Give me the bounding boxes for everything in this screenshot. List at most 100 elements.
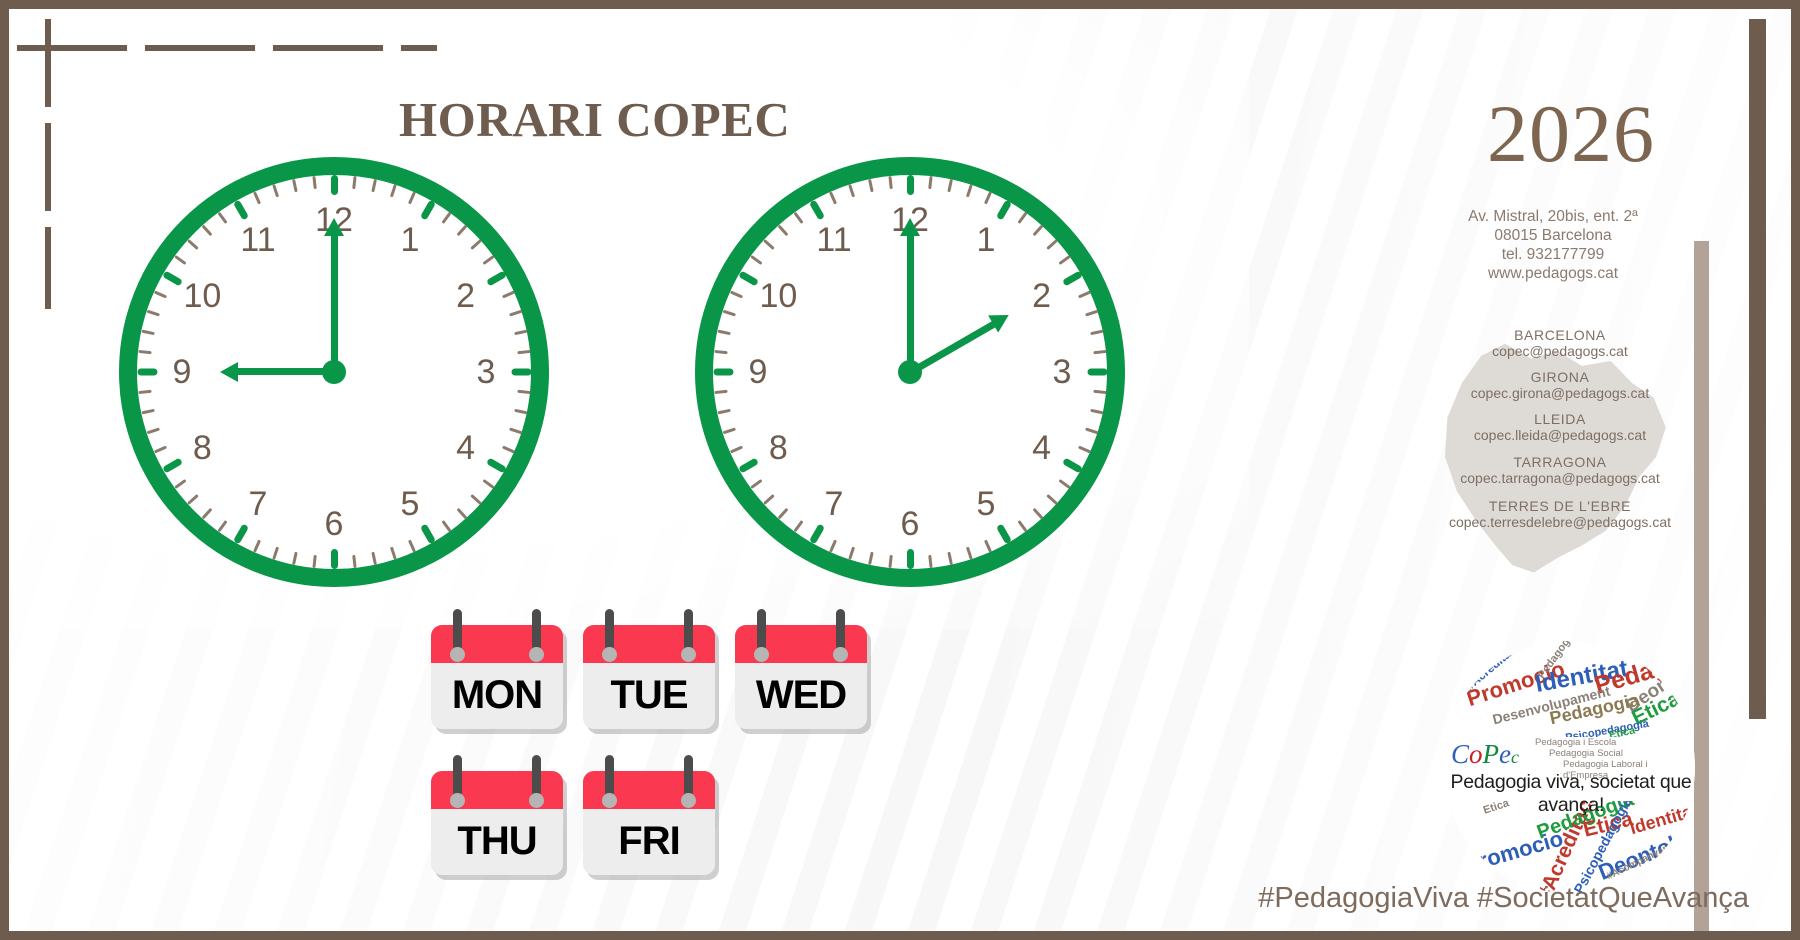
calendar-card-thu[interactable]: THU xyxy=(431,755,563,875)
calendar-day-label: THU xyxy=(457,819,537,863)
clock-tick-minor xyxy=(792,519,804,533)
clock-numeral: 8 xyxy=(192,429,212,467)
calendar-card-fri[interactable]: FRI xyxy=(583,755,715,875)
calendar-card-mon[interactable]: MON xyxy=(431,609,563,729)
clock-tick-minor xyxy=(713,349,728,355)
calendar-ring-left xyxy=(605,755,614,797)
calendar-card-body: FRI xyxy=(583,771,715,875)
clock-tick-minor xyxy=(481,478,495,490)
clock-center-dot xyxy=(322,360,346,384)
clock-tick-minor xyxy=(146,309,160,317)
clock-numeral: 5 xyxy=(976,484,996,523)
office-email[interactable]: copec.terresdelebre@pedagogs.cat xyxy=(1448,514,1672,530)
calendar-ring-hole-left xyxy=(602,647,617,662)
clock-tick-minor xyxy=(271,546,279,560)
clock-tick-minor xyxy=(1057,254,1071,266)
copec-tagline: Pedagogia viva, societat que avança! xyxy=(1450,771,1692,816)
clock-tick-minor xyxy=(351,175,357,190)
clock-tick-minor xyxy=(887,175,893,190)
clock-tick-minor xyxy=(440,211,452,225)
clock-tick-minor xyxy=(389,184,397,198)
clock-tick-minor xyxy=(729,290,743,299)
clock-tick-minor xyxy=(146,427,160,435)
clock-tick-minor xyxy=(946,551,953,566)
office-email[interactable]: copec@pedagogs.cat xyxy=(1492,343,1628,359)
clock-tick-minor xyxy=(867,178,874,193)
office-email[interactable]: copec.girona@pedagogs.cat xyxy=(1470,385,1650,401)
clock-tick-minor xyxy=(513,408,528,415)
office-email[interactable]: copec.lleida@pedagogs.cat xyxy=(1473,427,1647,443)
clock-tick-minor xyxy=(847,546,855,560)
logo-letter-c2: c xyxy=(1511,747,1519,767)
logo-letter-p: P xyxy=(1482,739,1500,769)
clock-tick-minor xyxy=(927,554,933,569)
calendar-ring-hole-left xyxy=(450,647,465,662)
clock-tick-minor xyxy=(407,191,416,205)
clock-tick-minor xyxy=(1032,507,1043,520)
clock-tick-minor xyxy=(792,211,804,225)
clock-tick-minor xyxy=(140,329,155,336)
clock-numeral: 3 xyxy=(1052,353,1072,391)
clock-tick-minor xyxy=(867,551,874,566)
clock-tick-minor xyxy=(516,389,531,395)
clock-tick-minor xyxy=(1092,349,1107,355)
clock-numeral: 6 xyxy=(324,505,344,543)
office-entry: GIRONA copec.girona@pedagogs.cat xyxy=(1415,369,1705,401)
clock-tick-minor xyxy=(456,224,467,237)
clock-tick-minor xyxy=(311,554,317,569)
clock-tick-minor xyxy=(1077,445,1091,454)
clock-tick-minor xyxy=(965,184,973,198)
clock-tick-minor xyxy=(201,507,212,520)
clock-tick-minor xyxy=(749,254,763,266)
clock-tick-minor xyxy=(216,519,228,533)
calendar-ring-hole-left xyxy=(754,647,769,662)
calendar-card-tue[interactable]: TUE xyxy=(583,609,715,729)
clock-tick-minor xyxy=(1016,519,1028,533)
address-line: tel. 932177799 xyxy=(1501,246,1605,263)
office-email[interactable]: copec.tarragona@pedagogs.cat xyxy=(1460,470,1660,486)
clock-numeral: 3 xyxy=(476,353,496,391)
clock-tick-minor xyxy=(716,408,731,415)
clock-center-dot xyxy=(898,360,922,384)
calendar-ring-right xyxy=(532,755,541,797)
clock-tick-minor xyxy=(828,539,837,553)
calendar-ring-hole-right xyxy=(833,647,848,662)
copec-logo-mark: CoPec xyxy=(1451,739,1519,770)
clock-face: 12 1 2 3 4 5 6 7 8 9 10 11 xyxy=(137,175,531,569)
clock-tick-minor xyxy=(351,554,357,569)
calendar-card-wed[interactable]: WED xyxy=(735,609,867,729)
calendar-card-body: MON xyxy=(431,625,563,729)
clock-tick-minor xyxy=(469,494,482,505)
decorative-dashed-horizontal-rule xyxy=(17,45,437,51)
clock-tick-minor xyxy=(513,329,528,336)
clock-tick-minor xyxy=(762,239,775,250)
clock-tick-minor xyxy=(847,184,855,198)
calendar-ring-hole-right xyxy=(529,793,544,808)
calendar-ring-left xyxy=(453,609,462,651)
clock-numeral: 5 xyxy=(400,484,420,523)
office-city: GIRONA xyxy=(1530,369,1590,385)
calendar-ring-hole-right xyxy=(681,647,696,662)
clock-tick-minor xyxy=(389,546,397,560)
page-title: HORARI COPEC xyxy=(399,92,791,147)
clock-tick-minor xyxy=(1032,224,1043,237)
clock-tick-minor xyxy=(777,224,788,237)
office-entry: TARRAGONA copec.tarragona@pedagogs.cat xyxy=(1415,454,1705,486)
calendar-row: MON TUE WED xyxy=(431,609,871,729)
clock-tick-minor xyxy=(291,551,298,566)
clock-tick-minor xyxy=(508,427,522,435)
clock-tick-major xyxy=(330,175,338,195)
clock-tick-minor xyxy=(516,349,531,355)
clock-tick-minor xyxy=(1045,494,1058,505)
clock-tick-minor xyxy=(311,175,317,190)
weekday-calendar-grid: MON TUE WED THU FRI xyxy=(431,609,871,901)
clock-face: 12 1 2 3 4 5 6 7 8 9 10 11 xyxy=(713,175,1107,569)
clock-tick-minor xyxy=(828,191,837,205)
clock-tick-major xyxy=(137,368,157,376)
clock-tick-minor xyxy=(456,507,467,520)
calendar-ring-left xyxy=(453,755,462,797)
clock-tick-minor xyxy=(153,290,167,299)
decorative-dashed-vertical-rule xyxy=(45,19,51,309)
clock-tick-minor xyxy=(153,445,167,454)
clock-tick-minor xyxy=(469,239,482,250)
